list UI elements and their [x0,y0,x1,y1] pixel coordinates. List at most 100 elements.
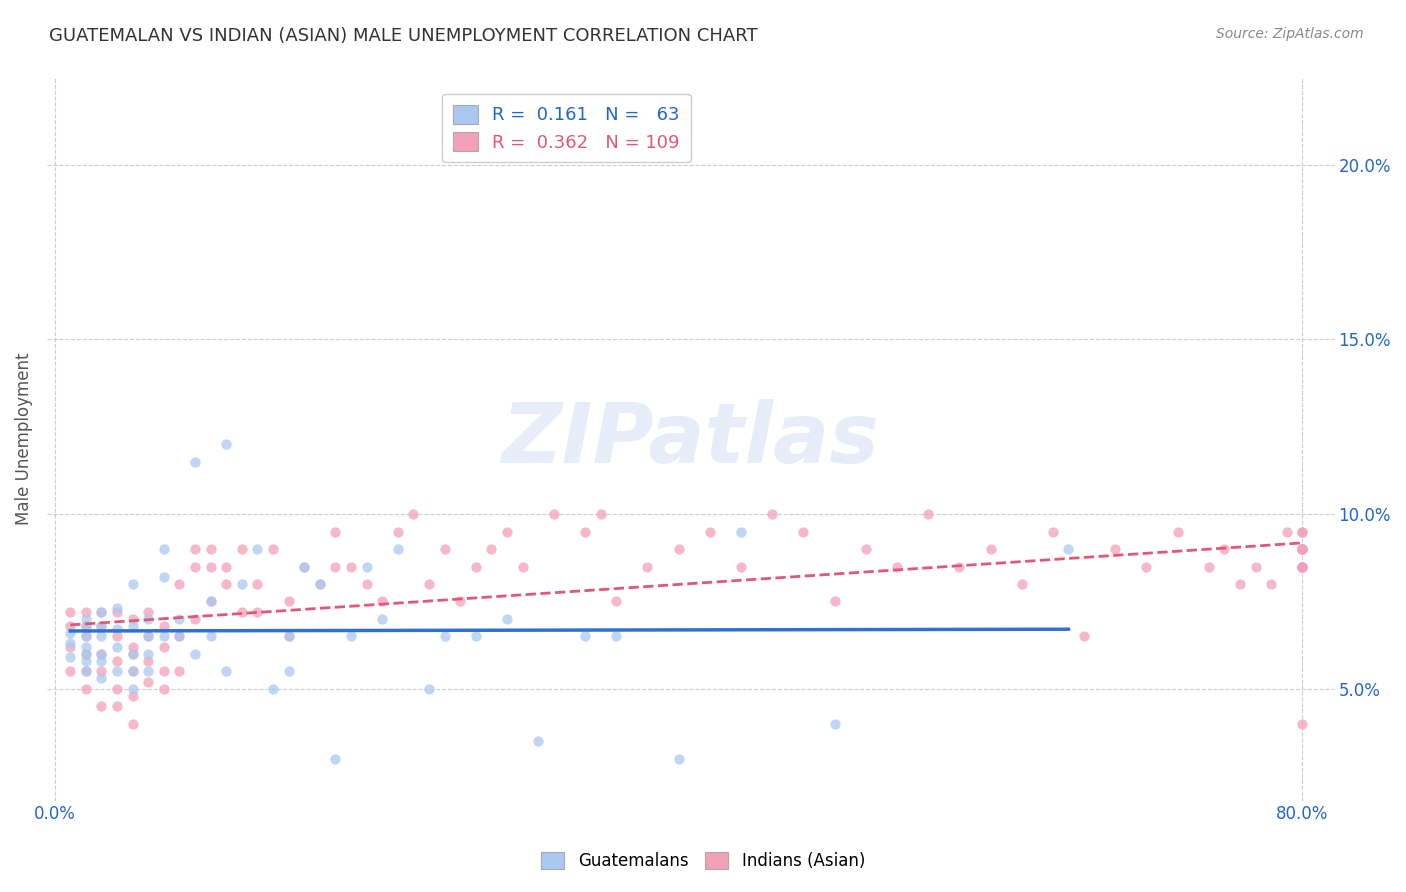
Point [121,665,143,679]
Point [1291,542,1313,557]
Point [105,601,128,615]
Point [356,577,378,591]
Point [215,437,238,451]
Point [574,629,596,643]
Point [824,716,846,731]
Point [605,629,627,643]
Point [543,507,565,521]
Point [605,594,627,608]
Point [136,612,159,626]
Point [75,619,97,633]
Point [418,577,440,591]
Point [75,629,97,643]
Point [496,612,519,626]
Point [668,542,690,557]
Y-axis label: Male Unemployment: Male Unemployment [15,352,32,525]
Point [699,524,721,539]
Point [668,752,690,766]
Point [136,629,159,643]
Point [153,665,176,679]
Point [1291,542,1313,557]
Point [90,654,112,668]
Point [169,612,191,626]
Point [1291,542,1313,557]
Point [136,665,159,679]
Point [855,542,877,557]
Point [121,665,143,679]
Point [246,605,269,619]
Point [136,647,159,661]
Point [105,629,128,643]
Legend: Guatemalans, Indians (Asian): Guatemalans, Indians (Asian) [534,845,872,877]
Point [387,542,409,557]
Point [449,594,471,608]
Point [75,612,97,626]
Point [105,681,128,696]
Point [325,524,347,539]
Point [387,524,409,539]
Point [1042,524,1064,539]
Point [948,559,970,574]
Point [402,507,425,521]
Point [105,640,128,654]
Point [886,559,908,574]
Point [262,542,284,557]
Point [231,542,253,557]
Point [153,542,176,557]
Point [231,605,253,619]
Point [153,640,176,654]
Point [90,619,112,633]
Point [121,640,143,654]
Point [75,640,97,654]
Point [90,665,112,679]
Point [121,681,143,696]
Point [75,665,97,679]
Point [59,619,82,633]
Point [433,629,456,643]
Point [75,647,97,661]
Point [90,647,112,661]
Point [1011,577,1033,591]
Point [59,640,82,654]
Point [1291,559,1313,574]
Point [105,699,128,714]
Point [121,619,143,633]
Point [121,577,143,591]
Point [308,577,330,591]
Point [121,716,143,731]
Point [75,619,97,633]
Point [418,681,440,696]
Point [277,665,299,679]
Point [292,559,315,574]
Point [1198,559,1220,574]
Point [262,681,284,696]
Point [90,629,112,643]
Point [1291,524,1313,539]
Point [121,612,143,626]
Point [464,559,486,574]
Point [277,594,299,608]
Point [761,507,783,521]
Point [356,559,378,574]
Point [121,689,143,703]
Point [121,647,143,661]
Text: GUATEMALAN VS INDIAN (ASIAN) MALE UNEMPLOYMENT CORRELATION CHART: GUATEMALAN VS INDIAN (ASIAN) MALE UNEMPL… [49,27,758,45]
Point [59,626,82,640]
Point [371,612,394,626]
Point [59,605,82,619]
Point [1135,559,1157,574]
Point [75,665,97,679]
Point [277,629,299,643]
Point [1167,524,1189,539]
Point [59,650,82,665]
Point [1057,542,1080,557]
Point [231,577,253,591]
Point [105,605,128,619]
Point [90,605,112,619]
Point [90,647,112,661]
Point [589,507,612,521]
Point [90,671,112,685]
Point [200,559,222,574]
Point [292,559,315,574]
Point [308,577,330,591]
